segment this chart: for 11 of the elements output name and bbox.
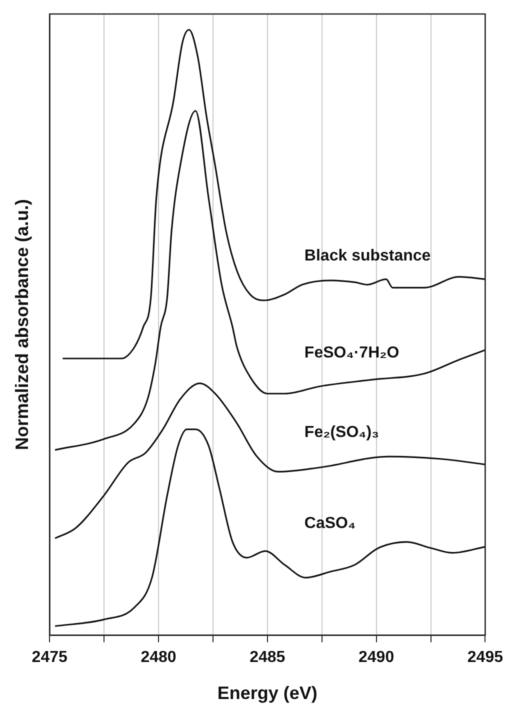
series-label: Black substance (304, 247, 431, 264)
x-axis-title: Energy (eV) (217, 683, 318, 704)
x-tick-label: 2480 (140, 649, 176, 666)
x-tick-label: 2485 (250, 649, 286, 666)
x-tick-label: 2495 (467, 649, 504, 666)
series-label: FeSO₄·7H₂O (304, 344, 400, 362)
y-axis-title: Normalized absorbance (a.u.) (12, 199, 32, 450)
series-label: CaSO₄ (304, 514, 356, 532)
series-label: Fe₂(SO₄)₃ (304, 424, 380, 442)
x-tick-label: 2475 (32, 649, 68, 666)
x-tick-label: 2490 (358, 649, 394, 666)
